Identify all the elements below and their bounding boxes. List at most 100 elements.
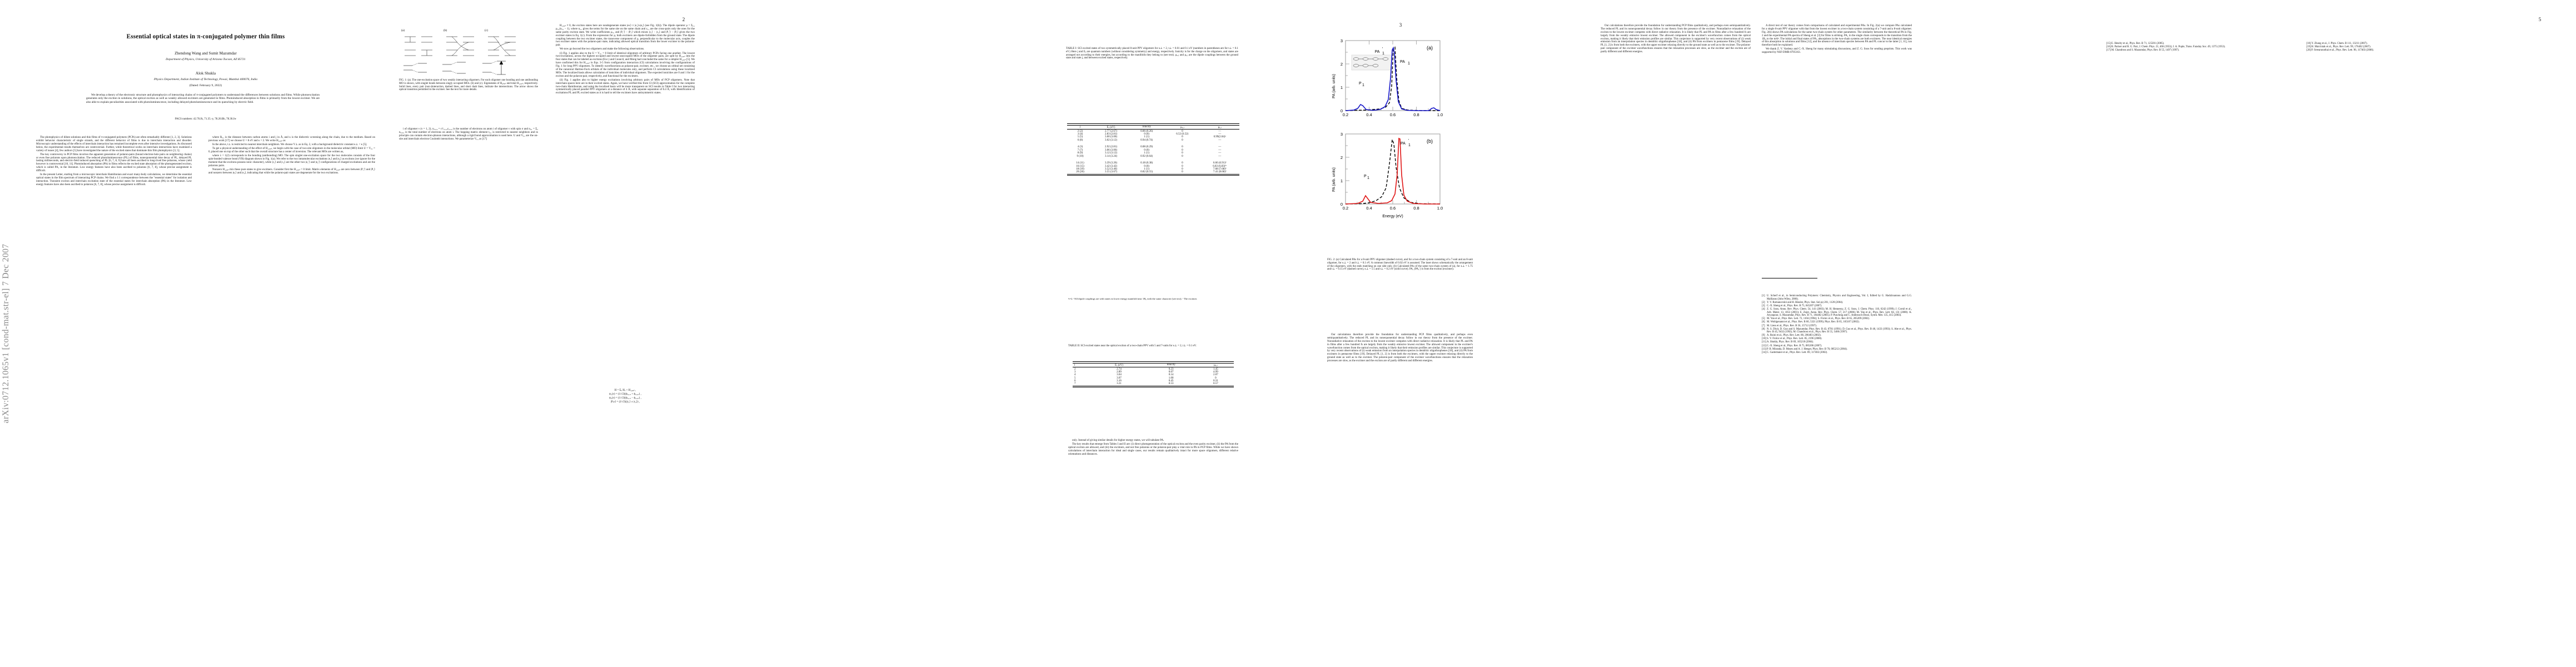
- paragraph: only. Instead of giving similar details …: [1072, 439, 1164, 442]
- abstract-text: We develop a theory of the electronic st…: [86, 93, 320, 104]
- reference-number: [4]: [1762, 307, 1765, 311]
- table-1-note: ᵃi=2. ᵇAll dipole couplings are with sta…: [1068, 297, 1198, 300]
- reference-item: [19] H. Marciniak et al., Phys. Rev. Lett…: [2306, 46, 2484, 49]
- paragraph: Our calculations therefore provide the f…: [1327, 334, 1473, 363]
- cell: 0.94 (0.74): [1140, 138, 1153, 142]
- svg-text:1: 1: [1408, 143, 1411, 147]
- reference-item: [4] Z. G. Soos, Annu. Rev. Phys. Chem. 54…: [1762, 308, 1912, 317]
- table-rule-bottom: [1067, 173, 1239, 176]
- cell: 0.92 (0.64): [1140, 155, 1153, 158]
- cell: 5: [1074, 376, 1076, 380]
- paragraph: A direct test of our theory comes from c…: [1762, 24, 1912, 47]
- cell: 0: [1182, 136, 1183, 139]
- cell: 6.83 (6.83)ᵇᶜ: [1213, 165, 1227, 168]
- cell: 2 (2): [1077, 130, 1083, 133]
- body-column-9: A direct test of our theory comes from c…: [1762, 24, 1912, 55]
- table-rule-top: [1073, 361, 1234, 364]
- svg-text:0.4: 0.4: [1366, 206, 1372, 211]
- svg-text:1: 1: [1341, 178, 1343, 183]
- reference-number: [2]: [1762, 301, 1765, 304]
- cell: 0 (0): [1144, 165, 1149, 168]
- reference-item: [7] M. Liess et al., Phys. Rev. B 56, 157…: [1762, 325, 1912, 328]
- reference-text: M. Chandross and S. Mazumdar, Phys. Rev.…: [2111, 49, 2180, 52]
- col-header: j: [1073, 363, 1094, 368]
- cell: 0.82 (0.55): [1140, 171, 1153, 174]
- figure-1: (a) (b) (c): [399, 24, 538, 77]
- cell: 0.99(2.04)ᵃ: [1213, 136, 1226, 139]
- cell: 0: [1182, 155, 1183, 158]
- svg-text:': ': [1382, 47, 1383, 51]
- cell: 0.07: [1168, 370, 1174, 374]
- cell: —: [1218, 155, 1222, 158]
- reference-item: [5] M. Yan et al., Phys. Rev. Lett. 72, 1…: [1762, 317, 1912, 321]
- figure-1-caption: FIG. 1: (a). The one-excitation space of…: [399, 79, 538, 92]
- reference-text: C.-X. Sheng et al., Phys. Rev. B 75, 085…: [1767, 344, 1822, 347]
- equation-block: H = Σᵥ Hᵥ + H₁₂ₓₑₗ , ψ₁(ν) = (1/√2)(ϕᵢ,₁…: [556, 389, 695, 405]
- table-row: 7 3.21 0.53 0.57: [1073, 382, 1234, 386]
- pacs-numbers: PACS numbers: 42.70.Jk, 71.35.-y, 78.20.…: [175, 118, 237, 121]
- figure-2-caption: FIG. 2: (a) Calculated PAs for a 8-unit …: [1327, 258, 1473, 271]
- cell: 9 (10): [1077, 155, 1084, 158]
- reference-item: [14] C. Gadermaier et al., Phys. Rev. Let…: [1762, 351, 1912, 355]
- paragraph: The key controversy in PCP films involve…: [36, 153, 192, 173]
- page-4: Our calculations therefore provide the f…: [1595, 0, 2073, 667]
- reference-item: [3] C.-X. Sheng et al., Phys. Rev. B 75, …: [1762, 305, 1912, 308]
- affiliation-2: Physics Department, Indian Institute of …: [153, 78, 258, 81]
- page-3: 3 TABLE I: SCI excited states of two sym…: [1000, 0, 1590, 667]
- table-row: 18 (19) 3.52 (3.46) 1 (1) 0 7.68 (7.68)ᵇ: [1067, 168, 1239, 171]
- svg-text:1.0: 1.0: [1437, 206, 1443, 211]
- svg-text:(b): (b): [1427, 138, 1433, 144]
- cell: —: [1218, 146, 1222, 149]
- paragraph: where Rᵢ,₁ is the distance between carbo…: [208, 136, 375, 142]
- page-number: 2: [682, 17, 685, 22]
- table-1-caption-text: TABLE I: SCI excited states of two symme…: [1066, 47, 1238, 60]
- cell: 3.16: [1117, 380, 1122, 383]
- svg-text:0.2: 0.2: [1343, 112, 1348, 117]
- page-1: Essential optical states in π-conjugated…: [17, 0, 378, 667]
- svg-text:PA: PA: [1401, 142, 1406, 146]
- page-number: 3: [1399, 22, 1402, 28]
- cell: 2: [1074, 367, 1076, 371]
- cell: 3.02 (3.12): [1105, 138, 1118, 142]
- reference-item: [17] M. Chandross and S. Mazumdar, Phys. …: [2106, 49, 2284, 52]
- paragraph: H₁₂ₓₑₗ ≠ 0, the exciton states here are …: [556, 24, 695, 47]
- svg-text:(a): (a): [401, 28, 405, 32]
- svg-text:0: 0: [1341, 108, 1343, 113]
- paragraph: In the present Letter, starting from a m…: [36, 173, 192, 186]
- svg-text:(a): (a): [1427, 45, 1433, 51]
- cell: 5 (5): [1077, 136, 1083, 139]
- svg-text:1: 1: [1367, 176, 1369, 180]
- reference-text: M. Liess et al., Phys. Rev. B 56, 15712 …: [1767, 324, 1817, 327]
- cell: 1.00: [1168, 376, 1174, 380]
- reference-number: [12]: [1762, 344, 1766, 347]
- cell: 7 (7): [1077, 148, 1083, 152]
- paragraph: (ii) Fig. 1 applies also to higher energ…: [556, 78, 695, 95]
- dated-line: (Dated: February 9, 2022): [189, 84, 222, 87]
- reference-number: [7]: [1762, 324, 1765, 327]
- col-header: Eⱼ (eV): [1093, 125, 1129, 130]
- reference-item: [15] E. Hendry et al., Phys. Rev. B 71, 1…: [2106, 42, 2284, 46]
- table-row: 9 (10) 3.14 (3.24) 0.92 (0.64) 0 —: [1067, 155, 1239, 158]
- reference-text: S. V. Frolov et al., Phys. Rev. Lett. 85…: [1767, 337, 1822, 341]
- cell: 0: [1182, 165, 1183, 168]
- paragraph: Nonzero H₁₂ₓₑₗ mix these pure states to …: [208, 168, 375, 175]
- cell: 0: [1182, 138, 1183, 142]
- cell: 1.45: [1213, 367, 1218, 371]
- table-row: 2 2.74 0.23 1.45: [1073, 367, 1234, 371]
- table-row: 2 (2) 2.77 (2.67) 0.06 (0.26) 0 —: [1067, 130, 1239, 133]
- cell: 0: [1182, 146, 1183, 149]
- reference-number: [3]: [1762, 304, 1765, 307]
- cell: 6 (8): [1077, 138, 1083, 142]
- reference-number: [14]: [1762, 351, 1766, 354]
- table-row: 3 (4) 2.83 (2.81) 0 (0) 6.52 (6.52) —: [1067, 133, 1239, 136]
- cell: 2.89: [1117, 370, 1122, 374]
- cell: 2.92 (2.81): [1105, 146, 1118, 149]
- svg-text:': ': [1408, 139, 1409, 143]
- reference-text: Z. G. Soos, Annu. Rev. Phys. Chem. 54, 1…: [1767, 307, 1912, 317]
- page-2: 2: [389, 0, 989, 667]
- references-list-right: [15] E. Hendry et al., Phys. Rev. B 71, 1…: [2106, 42, 2284, 52]
- cell: 0: [1215, 376, 1217, 380]
- table-row: 5 3.07 1.00 0: [1073, 377, 1234, 380]
- cell: 1 (1): [1144, 152, 1149, 155]
